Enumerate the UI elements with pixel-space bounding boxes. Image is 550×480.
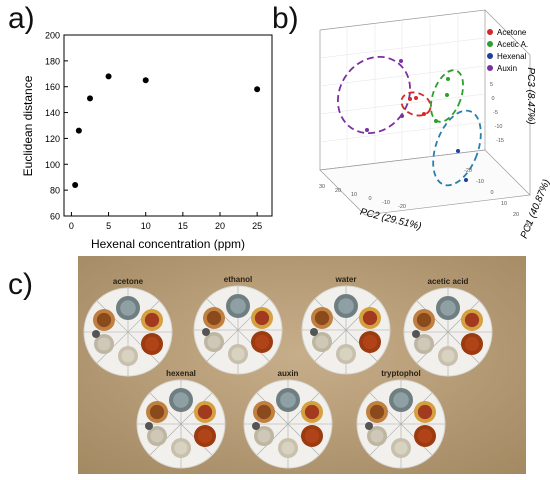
point-auxin — [365, 128, 369, 132]
data-point — [75, 127, 82, 134]
pc1-tick-label: -10 — [476, 179, 484, 185]
data-point — [105, 73, 112, 80]
y-tick-label: 80 — [50, 186, 60, 196]
point-auxin — [400, 114, 404, 118]
panel-label-a: a) — [8, 2, 35, 35]
pc3-tick-label: -10 — [495, 124, 503, 130]
pc1-tick-label: -20 — [464, 168, 472, 174]
x-tick-label: 15 — [178, 221, 188, 231]
ellipse-acetone — [400, 91, 432, 117]
x-tick-label: 20 — [215, 221, 225, 231]
data-point — [72, 181, 79, 188]
sensor-disc: acetone — [83, 277, 173, 377]
point-acetic — [445, 93, 449, 97]
pc1-tick-label: 0 — [490, 190, 493, 196]
disc-label: acetic acid — [428, 277, 469, 286]
disc-label: acetone — [113, 277, 144, 286]
legend-acetone: Acetone — [497, 28, 527, 37]
sensor-disc: water — [301, 275, 391, 375]
point-acetone — [422, 112, 426, 116]
legend: Acetone Acetic A. Hexenal Auxin — [487, 28, 528, 73]
pca-points — [365, 59, 468, 182]
y-tick-label: 140 — [45, 108, 60, 118]
y-tick-label: 100 — [45, 160, 60, 170]
legend-marker-acetic — [487, 41, 493, 47]
pc1-axis-label: PC1 (40.87%) — [519, 178, 550, 240]
ellipse-hexenal — [432, 109, 482, 187]
pc1-tick-label: 20 — [513, 212, 519, 218]
sensor-disc: hexenal — [136, 369, 226, 469]
legend-marker-auxin — [487, 65, 493, 71]
sensor-photo: acetone ethanol water acetic acid hexenal aux… — [78, 256, 526, 474]
x-tick-label: 25 — [252, 221, 262, 231]
point-hexenal — [464, 178, 468, 182]
pc2-tick-label: 30 — [319, 184, 325, 190]
pc3-tick-label: 5 — [490, 82, 493, 88]
point-acetone — [414, 96, 418, 100]
pc2-tick-label: -10 — [382, 200, 390, 206]
pc2-tick-label: 10 — [351, 192, 357, 198]
legend-marker-hexenal — [487, 53, 493, 59]
data-point — [142, 77, 149, 84]
x-tick-label: 5 — [106, 221, 111, 231]
legend-auxin: Auxin — [497, 64, 517, 73]
pc3-tick-label: -15 — [496, 138, 504, 144]
point-acetic — [446, 77, 450, 81]
panel-label-c: c) — [8, 268, 33, 301]
legend-hexenal: Hexenal — [497, 52, 527, 61]
pc1-tick-label: 10 — [501, 201, 507, 207]
point-auxin — [399, 59, 403, 63]
disc-label: hexenal — [166, 369, 196, 378]
y-tick-label: 200 — [45, 31, 60, 41]
disc-label: ethanol — [224, 275, 252, 284]
y-tick-label: 160 — [45, 82, 60, 92]
legend-acetic: Acetic A. — [497, 40, 528, 49]
y-tick-label: 60 — [50, 212, 60, 222]
disc-label: water — [335, 275, 357, 284]
data-point — [254, 86, 261, 93]
point-hexenal — [456, 149, 460, 153]
disc-label: tryptophol — [381, 369, 421, 378]
point-acetic — [434, 119, 438, 123]
disc-label: auxin — [278, 369, 299, 378]
y-axis-label: Euclidean distance — [21, 75, 35, 176]
x-axis-label: Hexenal concentration (ppm) — [91, 237, 245, 251]
y-tick-label: 120 — [45, 134, 60, 144]
point-acetone — [408, 97, 412, 101]
pc1-tick-label: 30 — [525, 223, 531, 229]
pc3-axis-label: PC3 (8.47%) — [525, 67, 536, 124]
ellipse-auxin — [337, 55, 411, 135]
sensor-disc: acetic acid — [403, 277, 493, 377]
panel-label-b: b) — [272, 2, 299, 35]
pc3-tick-label: -5 — [493, 110, 498, 116]
chart-b: Acetone Acetic A. Hexenal Auxin 50-5-10-… — [319, 9, 550, 240]
legend-marker-acetone — [487, 29, 493, 35]
pca-grid — [319, 13, 486, 167]
plot-frame — [63, 34, 273, 217]
x-tick-label: 10 — [141, 221, 151, 231]
sensor-disc: auxin — [243, 369, 333, 469]
chart-a: 60 80 100 120 140 160 180 200 0 5 10 15 20 25 Euclid… — [21, 31, 273, 251]
pc3-tick-label: 0 — [492, 96, 495, 102]
sensor-disc: tryptophol — [356, 369, 446, 469]
pc2-tick-label: 20 — [335, 188, 341, 194]
x-tick-label: 0 — [69, 221, 74, 231]
data-point — [87, 95, 93, 102]
pc2-tick-label: -20 — [398, 204, 406, 210]
pc2-tick-label: 0 — [368, 196, 371, 202]
sensor-disc: ethanol — [193, 275, 283, 375]
y-tick-label: 180 — [45, 56, 60, 66]
